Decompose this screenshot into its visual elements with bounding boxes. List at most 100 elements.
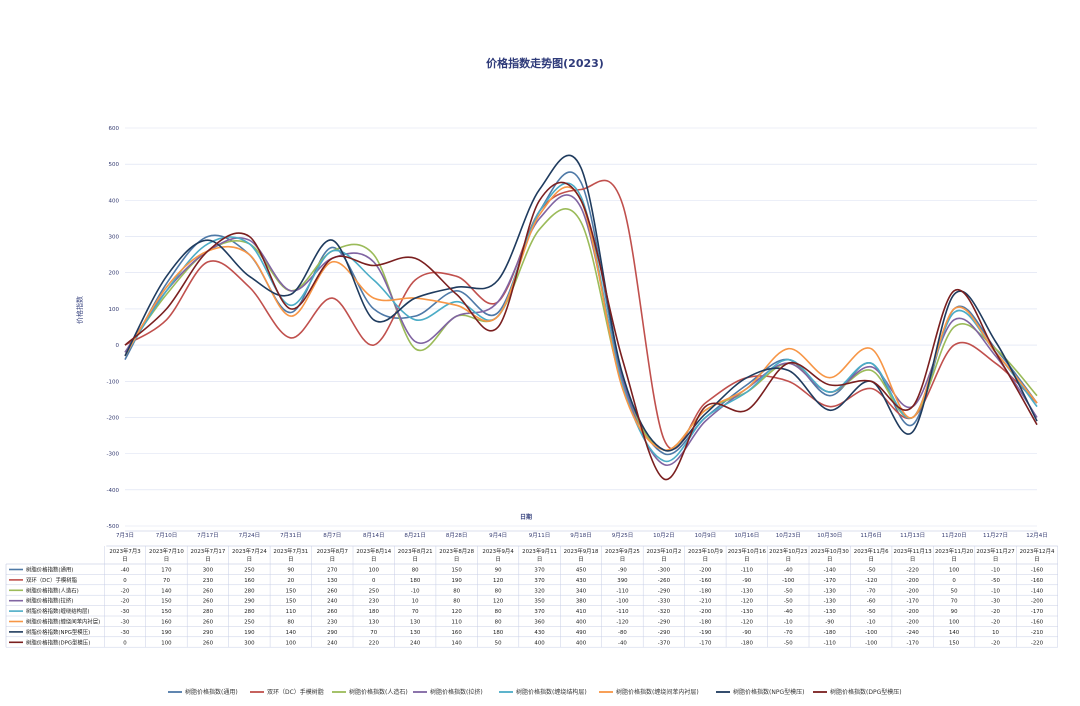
- table-header-cell: 2023年7月17: [191, 547, 226, 555]
- table-cell: -170: [907, 640, 920, 646]
- table-cell: 0: [123, 640, 127, 646]
- table-header-cell: 2023年8月21: [398, 547, 433, 555]
- series-line-6: [124, 186, 1038, 451]
- y-tick-label: -400: [107, 488, 120, 494]
- table-header-cell-suffix: 日: [620, 556, 625, 563]
- x-tick-label: 8月7日: [323, 532, 341, 539]
- legend-item: 树脂价格指数(DPG型模压): [830, 688, 902, 696]
- table-cell: 290: [203, 630, 214, 636]
- table-cell: -170: [699, 640, 712, 646]
- table-cell: 110: [451, 620, 462, 626]
- table-cell: 140: [949, 630, 960, 636]
- table-cell: -40: [784, 568, 793, 574]
- chart-title: 价格指数走势图(2023): [486, 56, 604, 70]
- table-cell: 340: [576, 588, 587, 594]
- table-cell: 150: [161, 609, 172, 615]
- table-cell: -90: [742, 578, 751, 584]
- x-tick-label: 10月16日: [734, 532, 759, 539]
- table-cell: 160: [451, 630, 462, 636]
- table-header-cell-suffix: 日: [744, 556, 749, 563]
- table-series-name: 树脂价格指数(通用): [26, 566, 73, 574]
- y-tick-label: -200: [107, 415, 120, 421]
- x-tick-label: 9月25日: [612, 532, 634, 539]
- table-header-cell: 2023年10月23: [769, 547, 807, 555]
- table-header-cell: 2023年7月3: [109, 547, 140, 555]
- table-header-cell-suffix: 日: [205, 556, 210, 563]
- table-cell: -170: [824, 578, 837, 584]
- table-cell: 130: [410, 620, 421, 626]
- table-cell: -210: [699, 599, 712, 605]
- legend-item: 树脂价格指数(人造石): [349, 688, 408, 696]
- table-cell: -200: [699, 609, 712, 615]
- table-header-cell: 2023年9月11: [522, 547, 557, 555]
- table-cell: 370: [534, 578, 545, 584]
- table-cell: 180: [369, 609, 380, 615]
- table-cell: -290: [658, 588, 671, 594]
- table-cell: -40: [784, 609, 793, 615]
- table-cell: 280: [203, 609, 214, 615]
- table-cell: -200: [907, 588, 920, 594]
- table-cell: -200: [907, 609, 920, 615]
- table-cell: 50: [951, 588, 958, 594]
- table-cell: -110: [824, 640, 837, 646]
- table-cell: -370: [658, 640, 671, 646]
- legend-item: 树脂价格指数(缠绕结构层): [516, 688, 587, 696]
- table-cell: -10: [784, 620, 793, 626]
- table-cell: -30: [991, 599, 1000, 605]
- table-cell: 80: [453, 599, 460, 605]
- table-series-name: 树脂价格指数(人造石): [26, 586, 79, 594]
- table-cell: 100: [949, 620, 960, 626]
- table-cell: -40: [121, 568, 130, 574]
- table-cell: 80: [495, 588, 502, 594]
- table-header-cell: 2023年11月13: [894, 547, 932, 555]
- table-cell: -200: [699, 568, 712, 574]
- table-cell: 180: [410, 578, 421, 584]
- table-cell: -50: [867, 609, 876, 615]
- x-tick-label: 7月3日: [116, 532, 134, 539]
- table-cell: 80: [495, 620, 502, 626]
- x-tick-label: 11月13日: [900, 532, 925, 539]
- table-series-name: 双环（DC）手模树脂: [26, 576, 78, 584]
- table-cell: 230: [203, 578, 214, 584]
- table-cell: 230: [369, 599, 380, 605]
- table-cell: 360: [534, 620, 545, 626]
- table-cell: -120: [865, 578, 878, 584]
- data-table: 2023年7月3日2023年7月10日2023年7月17日2023年7月24日2…: [5, 545, 1058, 648]
- table-cell: -10: [991, 588, 1000, 594]
- table-cell: 0: [123, 578, 127, 584]
- x-tick-label: 7月10日: [156, 532, 178, 539]
- table-cell: -200: [907, 578, 920, 584]
- table-series-name: 树脂价格指数(NPG型模压): [26, 628, 90, 636]
- table-header-cell-suffix: 日: [454, 556, 459, 563]
- table-header-cell: 2023年7月10: [149, 547, 184, 555]
- legend-item: 树脂价格指数(NPG型模压): [733, 688, 804, 696]
- table-cell: -40: [618, 640, 627, 646]
- table-series-name: 树脂价格指数(缠绕结构层): [26, 607, 90, 615]
- table-cell: -90: [825, 620, 834, 626]
- table-cell: -200: [907, 620, 920, 626]
- y-tick-label: 500: [109, 162, 120, 168]
- table-cell: -90: [618, 568, 627, 574]
- table-cell: 260: [203, 599, 214, 605]
- table-cell: -200: [1031, 599, 1044, 605]
- table-cell: -180: [699, 588, 712, 594]
- x-tick-label: 11月6日: [860, 532, 882, 539]
- table-cell: -110: [616, 588, 629, 594]
- x-tick-label: 10月2日: [653, 532, 675, 539]
- table-cell: 160: [161, 620, 172, 626]
- table-cell: 10: [992, 630, 999, 636]
- table-cell: 350: [534, 599, 545, 605]
- table-cell: 100: [949, 568, 960, 574]
- table-cell: -130: [824, 609, 837, 615]
- table-cell: 300: [244, 640, 255, 646]
- table-cell: 260: [203, 620, 214, 626]
- x-axis-ticks: 7月3日 7月10日 7月17日 7月24日 7月31日 8月7日 8月14日 8月21日 8月…: [116, 530, 1048, 539]
- table-header-cell: 2023年9月4: [482, 547, 514, 555]
- y-axis-label: 价格指数: [75, 296, 84, 324]
- table-cell: 150: [286, 599, 297, 605]
- x-tick-label: 8月14日: [363, 532, 385, 539]
- series-line-7: [124, 154, 1038, 452]
- table-cell: 260: [327, 588, 338, 594]
- series-line-4: [124, 194, 1038, 466]
- table-cell: 320: [534, 588, 545, 594]
